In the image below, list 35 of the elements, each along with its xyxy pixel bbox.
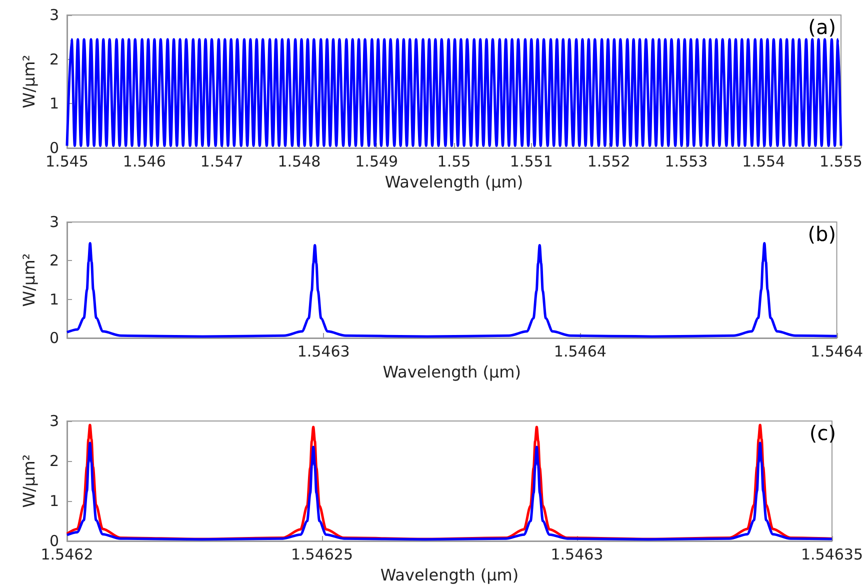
- y-tick-label: 3: [49, 412, 59, 430]
- x-tick-label: 1.547: [200, 152, 244, 170]
- y-tick-label: 1: [49, 94, 59, 113]
- x-tick-label: 1.548: [278, 152, 321, 170]
- annotation: (a): [808, 15, 836, 39]
- x-tick-label: 1.555: [820, 152, 862, 170]
- x-tick-label: 1.546: [122, 152, 166, 170]
- annotation: (c): [809, 421, 836, 445]
- x-tick-label: 1.54625: [290, 546, 354, 564]
- x-tick-label: 1.54635: [800, 546, 863, 564]
- y-axis-title: W/μm²: [20, 454, 38, 508]
- x-axis-title: Wavelength (μm): [382, 362, 522, 382]
- y-tick-label: 3: [49, 6, 59, 24]
- x-axis-title: Wavelength (μm): [380, 566, 519, 584]
- annotation: (b): [808, 222, 836, 246]
- x-tick-label: 1.553: [664, 152, 708, 170]
- y-tick-label: 3: [49, 213, 59, 231]
- x-tick-label: 1.5463: [297, 342, 350, 360]
- x-tick-label: 1.5463: [550, 546, 604, 564]
- x-tick-label: 1.5464: [810, 342, 864, 360]
- x-tick-label: 1.551: [510, 152, 553, 170]
- y-tick-label: 1: [49, 492, 59, 510]
- x-tick-label: 1.55: [437, 152, 471, 170]
- x-tick-label: 1.549: [355, 152, 398, 170]
- y-tick-label: 0: [49, 329, 59, 347]
- y-tick-label: 2: [49, 452, 59, 470]
- x-axis-title: Wavelength (μm): [384, 172, 524, 192]
- y-axis-title: W/μm²: [20, 54, 38, 108]
- x-tick-label: 1.5464: [554, 342, 606, 360]
- y-axis-title: W/μm²: [20, 253, 38, 307]
- y-tick-label: 1: [49, 290, 59, 308]
- y-tick-label: 2: [49, 252, 59, 270]
- y-tick-label: 2: [49, 50, 59, 68]
- x-tick-label: 1.552: [587, 152, 630, 170]
- x-tick-label: 1.554: [742, 152, 786, 170]
